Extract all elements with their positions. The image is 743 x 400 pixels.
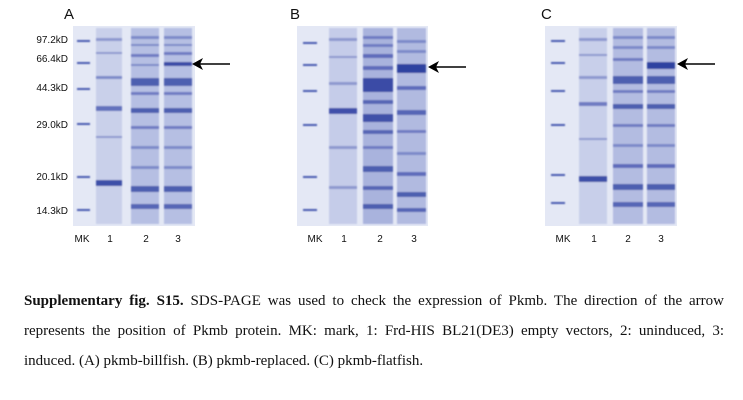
lane-label-b-mk: MK (307, 234, 323, 245)
marker-label-66-4: 66.4kD (36, 54, 68, 65)
lane-label-b-2: 2 (377, 234, 383, 245)
lane-label-c-1: 1 (591, 234, 597, 245)
marker-label-97-2: 97.2kD (36, 35, 68, 46)
lane-label-c-mk: MK (555, 234, 571, 245)
lane-label-a-3: 3 (175, 234, 181, 245)
panel-letter-b: B (290, 6, 301, 23)
lane-label-b-3: 3 (411, 234, 417, 245)
marker-label-44-3: 44.3kD (36, 83, 68, 94)
marker-label-14-3: 14.3kD (36, 206, 68, 217)
arrow-panel-a (192, 58, 230, 70)
arrow-panel-b (428, 61, 466, 73)
figure-caption: Supplementary fig. S15. SDS-PAGE was use… (24, 286, 724, 376)
marker-label-29-0: 29.0kD (36, 120, 68, 131)
sds-page-figure: A B C 97.2kD 66.4kD 44.3kD 29.0kD 20.1kD… (36, 6, 715, 245)
caption-title: Supplementary fig. S15. (24, 293, 184, 309)
caption-text: SDS-PAGE was used to check the expressio… (24, 293, 724, 369)
marker-label-20-1: 20.1kD (36, 172, 68, 183)
lane-label-a-2: 2 (143, 234, 149, 245)
lane-label-c-2: 2 (625, 234, 631, 245)
gel-panel-c (545, 26, 677, 226)
gel-panel-a (73, 26, 195, 226)
gel-panel-b (297, 26, 428, 226)
lane-label-a-mk: MK (74, 234, 90, 245)
lane-label-c-3: 3 (658, 234, 664, 245)
panel-letter-a: A (64, 6, 75, 23)
panel-letter-c: C (541, 6, 552, 23)
arrow-panel-c (677, 58, 715, 70)
lane-label-b-1: 1 (341, 234, 347, 245)
lane-label-a-1: 1 (107, 234, 113, 245)
